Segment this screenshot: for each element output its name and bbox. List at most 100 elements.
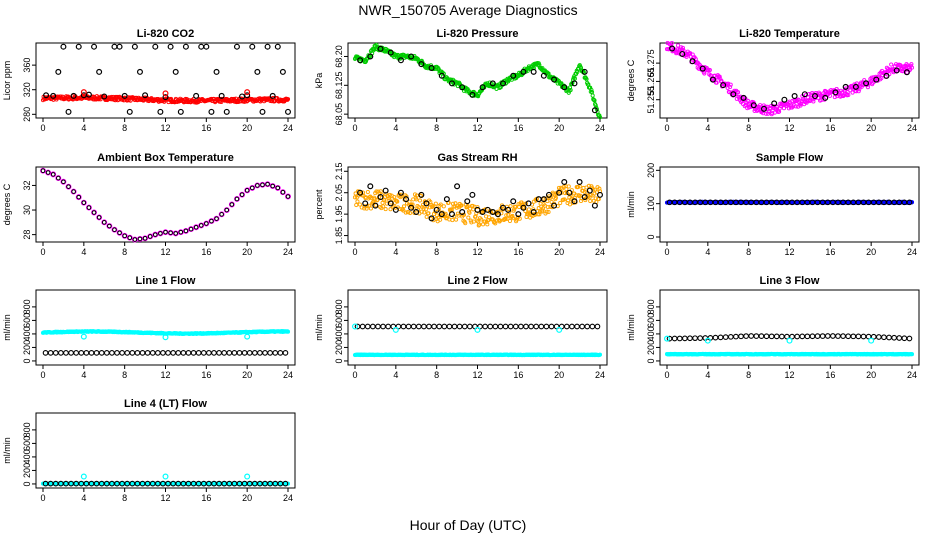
data-point <box>285 194 291 199</box>
data-point <box>408 204 415 211</box>
x-tick-label: 4 <box>705 247 710 257</box>
data-point <box>530 209 537 216</box>
data-point <box>147 234 153 239</box>
data-point <box>76 194 82 200</box>
data-point <box>224 207 230 213</box>
data-point <box>572 76 577 81</box>
data-point <box>510 213 515 219</box>
data-point <box>142 236 148 241</box>
data-point <box>422 210 427 215</box>
data-point <box>244 473 251 480</box>
data-point <box>61 179 66 185</box>
data-point <box>80 333 87 340</box>
data-point <box>188 226 194 233</box>
data-point <box>799 333 806 340</box>
data-point <box>575 184 581 190</box>
data-point <box>510 72 517 79</box>
data-point <box>426 323 432 330</box>
data-point <box>63 349 69 356</box>
y-tick-label: 400 <box>22 326 32 341</box>
data-point <box>218 211 225 218</box>
data-point <box>438 217 443 222</box>
x-tick-label: 8 <box>122 123 127 133</box>
x-tick-label: 16 <box>201 493 211 503</box>
data-point <box>581 194 588 201</box>
data-point <box>540 206 546 211</box>
data-point <box>469 191 476 198</box>
data-point <box>477 222 482 227</box>
panel-6: Sample Flow 0 4 8 12 16 20 24 0 100 200 ml/min <box>626 152 920 257</box>
data-point <box>551 76 558 83</box>
data-point <box>896 335 903 341</box>
data-point <box>770 111 775 116</box>
y-tick-label: 2.05 <box>334 184 344 202</box>
data-point <box>856 89 861 94</box>
data-point <box>134 349 141 356</box>
data-point <box>558 200 563 206</box>
data-point <box>208 218 215 225</box>
data-point <box>208 108 215 115</box>
data-point <box>160 349 166 356</box>
y-tick-label: 600 <box>22 313 32 328</box>
data-point <box>211 349 217 356</box>
page-title: NWR_150705 Average Diagnostics <box>358 2 578 18</box>
data-point <box>98 349 105 356</box>
data-point <box>438 202 443 207</box>
data-point <box>545 191 552 198</box>
data-point <box>519 200 524 205</box>
data-point <box>255 183 260 188</box>
data-point <box>78 349 85 356</box>
data-point <box>441 323 448 330</box>
data-point <box>822 94 829 101</box>
data-point <box>203 43 210 50</box>
data-point <box>540 208 545 213</box>
data-point <box>863 80 870 87</box>
data-point <box>244 188 250 193</box>
data-point <box>707 67 712 73</box>
x-tick-label: 24 <box>283 370 293 380</box>
data-point <box>417 198 422 203</box>
data-point <box>52 349 59 356</box>
data-point <box>581 68 588 75</box>
data-point <box>448 211 455 218</box>
data-point <box>265 181 270 187</box>
data-point <box>441 204 446 209</box>
data-point <box>540 196 547 203</box>
data-point <box>525 200 532 207</box>
data-point <box>357 57 364 64</box>
data-point <box>860 333 867 340</box>
x-tick-label: 20 <box>242 123 252 133</box>
x-tick-label: 0 <box>40 370 45 380</box>
data-point <box>282 349 289 356</box>
data-point <box>906 199 913 206</box>
data-point <box>855 333 862 340</box>
y-tick-label: 800 <box>334 299 344 314</box>
data-point <box>542 203 547 208</box>
x-tick-label: 8 <box>746 370 751 380</box>
data-point <box>883 72 890 79</box>
data-point <box>510 216 516 221</box>
data-point <box>397 57 404 64</box>
data-point <box>269 92 276 99</box>
data-point <box>219 212 224 217</box>
data-point <box>430 203 435 209</box>
data-point <box>198 43 205 50</box>
data-point <box>597 186 602 191</box>
data-point <box>374 189 379 194</box>
data-point <box>492 323 499 330</box>
data-point <box>743 333 749 339</box>
panel-5: Gas Stream RH 0 4 8 12 16 20 24 1.85 1.95 2.05 2.15… <box>314 152 608 257</box>
data-point <box>401 208 406 213</box>
data-point <box>112 227 117 233</box>
data-point <box>103 349 110 356</box>
data-point <box>772 110 777 115</box>
data-point <box>886 334 892 341</box>
data-point <box>781 96 788 103</box>
data-point <box>567 202 573 207</box>
panel-title: Line 1 Flow <box>136 275 196 287</box>
data-point <box>387 49 394 56</box>
data-point <box>114 349 120 356</box>
x-tick-label: 4 <box>81 123 86 133</box>
data-point <box>239 191 246 198</box>
data-point <box>748 333 755 339</box>
